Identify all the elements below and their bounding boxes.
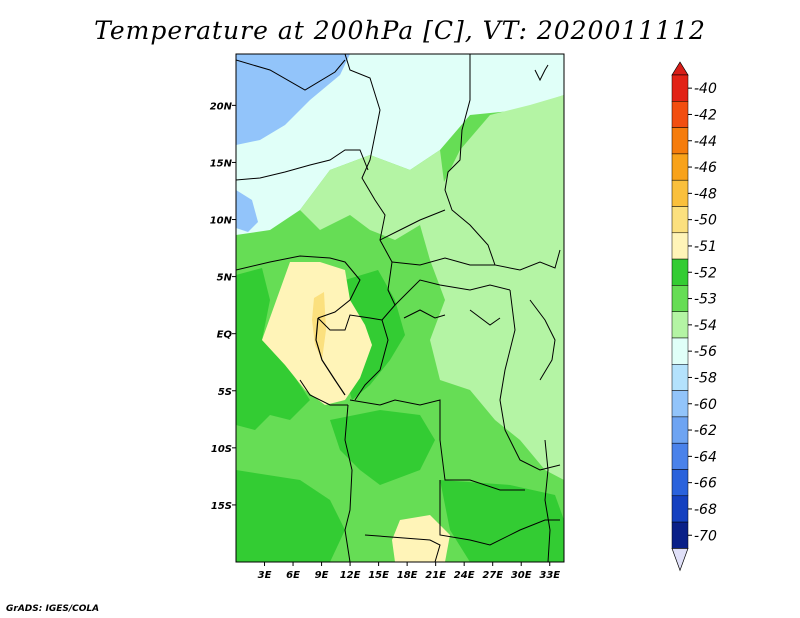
y-tick-label: EQ [217,330,233,341]
x-tick-label: 12E [340,570,361,581]
colorbar-label: -46 [694,160,717,176]
colorbar-swatch [671,101,689,128]
y-tick-label: 15N [210,158,233,169]
colorbar-label: -70 [694,528,717,544]
colorbar-label: -60 [694,397,717,413]
colorbar-label: -42 [694,107,717,123]
x-tick-label: 33E [539,570,560,581]
colorbar-label: -51 [694,239,717,255]
colorbar-label: -50 [694,213,717,229]
colorbar-swatch [671,127,689,155]
colorbar-swatch [671,74,689,102]
colorbar-swatch [671,442,689,470]
colorbar-swatch [671,285,689,312]
colorbar-swatch [671,311,689,339]
colorbar-label: -68 [694,502,717,518]
colorbar-swatch [671,521,689,549]
grads-credit: GrADS: IGES/COLA [6,604,100,614]
colorbar-swatch [671,179,689,207]
colorbar-swatch [671,495,689,523]
plot-frame [235,53,565,563]
colorbar-label: -56 [694,344,717,360]
x-tick-label: 21E [425,570,446,581]
x-tick-label: 6E [286,570,300,581]
colorbar-under-triangle [671,548,689,572]
colorbar-legend: -40 -42 -44 -46 -48 -50 -51 -52 -53 -54 -56 -58 -60 -… [671,61,717,572]
colorbar-label: -66 [694,476,717,492]
y-tick-label: 15S [211,501,232,512]
field-warm-south [392,515,450,562]
colorbar-swatch [671,232,689,260]
colorbar-swatch [671,153,689,181]
field-very-warm-coast [312,292,326,360]
field-dark-green-south [330,410,435,485]
map-plot-area [236,54,564,562]
colorbar-label: -48 [694,186,717,202]
field-dark-green-southwest [236,470,345,562]
x-tick-label: 15E [368,570,389,581]
y-tick-label: 10N [210,216,233,227]
field-pale-north [236,54,564,235]
colorbar-swatch [671,337,689,365]
x-tick-label: 24E [454,570,475,581]
country-borders [236,54,561,562]
colorbar-label: -62 [694,423,717,439]
y-tick-label: 10S [211,444,232,455]
colorbar-swatch [671,364,689,391]
colorbar-swatch [671,469,689,497]
colorbar-label: -54 [694,318,717,334]
y-tick-label: 20N [210,101,233,112]
x-tick-label: 3E [258,570,272,581]
colorbar-swatch [671,416,689,444]
field-dark-green-southeast [440,480,564,562]
temperature-field [236,54,564,562]
x-tick-label: 18E [397,570,418,581]
colorbar-label: -40 [694,81,717,97]
colorbar-over-triangle [671,61,689,76]
x-tick-label: 30E [511,570,532,581]
colorbar-swatch [671,258,689,286]
colorbar-swatch [671,390,689,418]
field-light-blue-patch [236,190,258,232]
colorbar-label: -52 [694,265,717,281]
map-title: Temperature at 200hPa [C], VT: 202001111… [94,16,706,45]
x-tick-label: 9E [315,570,329,581]
colorbar-label: -44 [694,134,717,150]
y-axis: 20N 15N 10N 5N EQ 5S 10S 15S [210,101,236,512]
colorbar-label: -53 [694,292,717,308]
y-tick-label: 5S [218,387,232,398]
colorbar-label: -64 [694,449,717,465]
x-tick-label: 27E [482,570,503,581]
field-light-blue-north [236,54,350,145]
colorbar-label: -58 [694,370,717,386]
colorbar-swatch [671,206,689,234]
x-axis: 3E 6E 9E 12E 15E 18E 21E 24E 27E 30E 33E [258,562,560,581]
field-light-green-east [420,95,564,480]
y-tick-label: 5N [217,273,233,284]
field-dark-green-west [236,268,310,430]
